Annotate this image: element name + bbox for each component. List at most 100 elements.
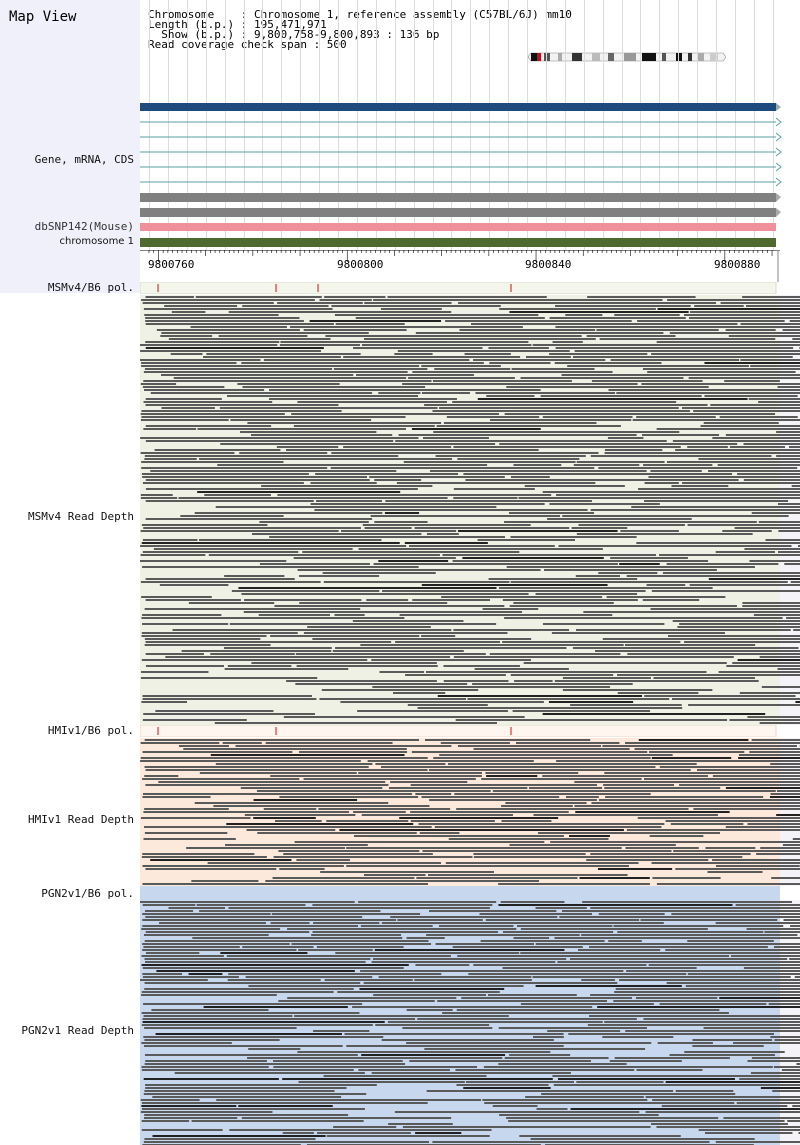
label-chromosome: chromosome 1 <box>59 236 134 247</box>
read <box>572 647 799 649</box>
read <box>659 766 800 768</box>
read <box>551 632 725 634</box>
read <box>662 572 800 574</box>
read <box>142 566 419 568</box>
read <box>512 710 651 712</box>
msm-read-depth-track[interactable] <box>140 295 800 725</box>
read <box>279 868 325 870</box>
read <box>319 698 467 700</box>
read <box>215 763 373 765</box>
read <box>353 347 483 349</box>
read <box>274 820 322 822</box>
read <box>606 596 726 598</box>
read <box>499 443 738 445</box>
read <box>657 1042 713 1044</box>
read <box>145 961 366 963</box>
read <box>492 1105 538 1107</box>
read <box>715 922 800 924</box>
read <box>320 871 494 873</box>
read <box>143 1141 429 1143</box>
read <box>692 1039 773 1041</box>
hmi-read-depth-track[interactable] <box>140 738 800 886</box>
read <box>379 671 425 673</box>
read <box>694 305 744 307</box>
gene-track[interactable] <box>140 100 800 222</box>
read <box>143 1003 363 1005</box>
read <box>145 479 370 481</box>
read <box>141 461 284 463</box>
read <box>273 1060 403 1062</box>
read <box>499 1114 659 1116</box>
read <box>749 751 800 753</box>
read <box>375 763 446 765</box>
read <box>421 584 608 586</box>
read <box>506 386 709 388</box>
read <box>681 407 800 409</box>
read <box>242 305 329 307</box>
read <box>303 329 407 331</box>
read <box>558 545 792 547</box>
read <box>371 659 531 661</box>
read <box>485 919 640 921</box>
read <box>704 362 800 364</box>
chromosome-bar[interactable] <box>140 238 776 247</box>
read <box>703 1027 800 1029</box>
read <box>388 1123 453 1125</box>
read <box>145 1087 347 1089</box>
read <box>140 1099 200 1101</box>
read <box>505 802 587 804</box>
read <box>433 431 680 433</box>
read <box>774 1039 800 1041</box>
read <box>617 674 800 676</box>
read <box>248 985 524 987</box>
read <box>528 787 603 789</box>
dbsnp-bar[interactable] <box>140 223 776 231</box>
read <box>786 617 800 619</box>
read <box>141 542 400 544</box>
hmi-polymorphism-track[interactable] <box>140 725 780 737</box>
read <box>244 814 356 816</box>
read <box>206 353 361 355</box>
read <box>458 530 618 532</box>
read <box>475 392 616 394</box>
read <box>668 635 800 637</box>
read <box>363 874 426 876</box>
chromosome-ideogram[interactable] <box>528 52 726 62</box>
read <box>610 557 688 559</box>
read <box>196 904 306 906</box>
read <box>414 527 570 529</box>
read <box>570 1108 800 1110</box>
read <box>567 365 749 367</box>
read <box>265 880 539 882</box>
read <box>516 742 620 744</box>
read <box>514 680 553 682</box>
read <box>442 554 656 556</box>
read <box>726 665 800 667</box>
read <box>270 922 310 924</box>
read <box>405 674 506 676</box>
read <box>717 464 800 466</box>
msm-polymorphism-track[interactable] <box>140 282 780 294</box>
read <box>330 467 595 469</box>
pgn-polymorphism-track[interactable] <box>140 886 780 900</box>
read <box>312 638 532 640</box>
read <box>230 419 372 421</box>
read <box>394 353 433 355</box>
read <box>719 997 800 999</box>
read <box>501 805 573 807</box>
label-hmi-pol: HMIv1/B6 pol. <box>47 724 134 737</box>
read <box>269 536 505 538</box>
read <box>415 793 452 795</box>
read <box>457 745 602 747</box>
read <box>429 470 647 472</box>
read <box>473 853 586 855</box>
read <box>370 515 561 517</box>
read <box>637 817 800 819</box>
read <box>251 662 437 664</box>
read <box>161 407 215 409</box>
read <box>155 710 274 712</box>
read <box>665 949 800 951</box>
pgn-read-depth-track[interactable] <box>140 900 800 1145</box>
read <box>417 707 683 709</box>
read <box>151 1009 269 1011</box>
